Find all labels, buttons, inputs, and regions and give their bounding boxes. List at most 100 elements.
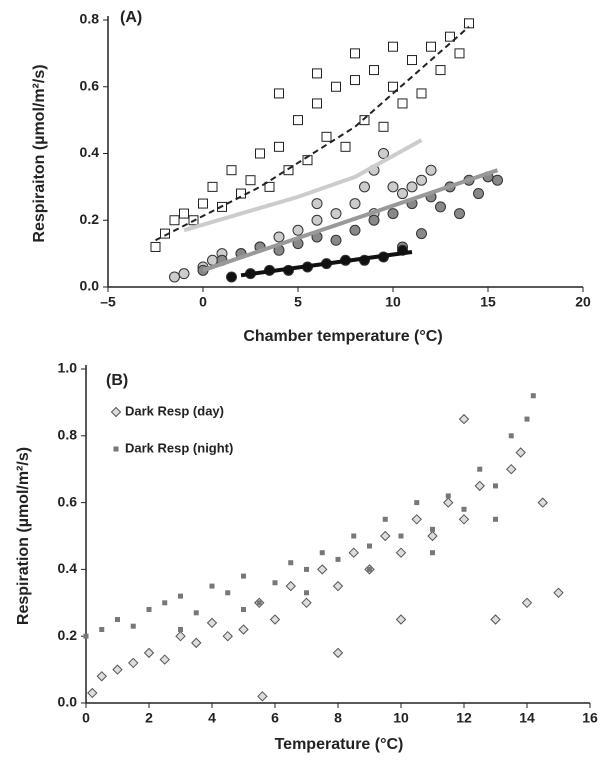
circle-point [387, 181, 399, 193]
y-tick-label: 0.0 [80, 278, 100, 294]
x-tick-label: –5 [100, 294, 116, 310]
square-point [416, 88, 427, 99]
square-point [115, 617, 120, 622]
x-tick-label: 0 [199, 294, 207, 310]
square-point [99, 627, 105, 633]
square-point [414, 500, 420, 506]
square-point [388, 41, 398, 52]
diamond-point [380, 530, 391, 542]
circle-point [273, 231, 285, 243]
square-point [146, 606, 152, 612]
square-point [426, 41, 436, 52]
square-point [179, 208, 189, 219]
square-point [178, 593, 183, 599]
x-tick-label: 8 [334, 710, 342, 726]
diamond-point [395, 614, 407, 625]
x-tick-label: 10 [393, 710, 409, 726]
square-point [226, 165, 237, 176]
square-point [83, 633, 89, 639]
square-point [445, 31, 455, 42]
square-point [150, 241, 161, 252]
circle-point [378, 148, 389, 159]
diamond-point [348, 547, 359, 558]
diamond-point [537, 497, 548, 508]
diamond-point [159, 654, 170, 665]
diamond-point [175, 630, 186, 642]
y-tick-label: 0.2 [80, 211, 100, 227]
circle-point [416, 174, 427, 186]
y-tick-label: 0.0 [58, 694, 78, 710]
y-axis-label: Respiraiton (µmol/m²/s) [31, 64, 48, 242]
diamond-point [143, 647, 155, 659]
square-point [445, 493, 451, 499]
square-point [274, 141, 284, 152]
circle-point [425, 164, 437, 176]
square-point [359, 115, 370, 126]
circle-point [311, 198, 323, 210]
square-point [209, 583, 215, 589]
square-point [331, 81, 341, 92]
diamond-point [257, 691, 268, 702]
square-point [350, 48, 360, 59]
square-point [388, 81, 398, 92]
circle-point [359, 181, 370, 193]
diamond-point [222, 630, 233, 642]
circle-point [397, 188, 408, 200]
x-axis-label: Chamber temperature (°C) [243, 328, 442, 345]
square-point [312, 98, 322, 109]
diamond-point [474, 480, 485, 492]
square-point [241, 606, 246, 612]
square-point [397, 98, 408, 109]
legend-label: Dark Resp (night) [125, 440, 233, 455]
square-point [369, 65, 379, 76]
diamond-point [285, 580, 296, 592]
circle-point [330, 234, 342, 246]
square-point [340, 141, 351, 152]
circle-point [473, 188, 484, 200]
circle-point [349, 224, 361, 236]
diamond-point [301, 597, 312, 609]
square-point [207, 181, 218, 192]
y-tick-label: 0.2 [58, 627, 78, 643]
square-point [304, 590, 309, 596]
x-tick-label: 5 [294, 294, 302, 310]
x-tick-label: 4 [208, 710, 216, 726]
diamond-point [191, 637, 202, 649]
diamond-point [317, 564, 328, 575]
square-point [304, 566, 309, 572]
square-point [367, 566, 372, 572]
square-point [351, 533, 357, 539]
square-point [435, 65, 446, 76]
square-point [293, 115, 303, 126]
square-point [524, 416, 530, 422]
diamond-point [490, 614, 501, 625]
square-point [398, 533, 404, 539]
circle-point [330, 208, 342, 220]
y-tick-label: 0.4 [80, 144, 100, 160]
diamond-point [128, 657, 139, 669]
square-point [169, 215, 180, 226]
square-point [493, 483, 498, 489]
square-point [454, 48, 465, 59]
square-point [430, 550, 435, 556]
fit-line [155, 25, 470, 242]
square-point [288, 560, 294, 566]
square-point [178, 627, 183, 633]
square-point [272, 580, 278, 586]
square-point [255, 148, 265, 159]
square-point [464, 18, 474, 29]
diamond-point [87, 687, 98, 699]
panel-label: (B) [106, 372, 128, 389]
diamond-point [458, 413, 470, 425]
square-point [508, 433, 514, 439]
circle-point [387, 208, 399, 220]
y-axis-label: Respiration (µmol/m²/s) [15, 447, 32, 625]
diamond-point [427, 530, 438, 542]
square-point [193, 610, 199, 616]
y-tick-label: 0.8 [58, 427, 78, 443]
square-point [245, 175, 256, 186]
fit-line [240, 249, 413, 278]
circle-point [406, 181, 418, 193]
diamond-point [553, 587, 564, 598]
x-tick-label: 20 [575, 294, 591, 310]
